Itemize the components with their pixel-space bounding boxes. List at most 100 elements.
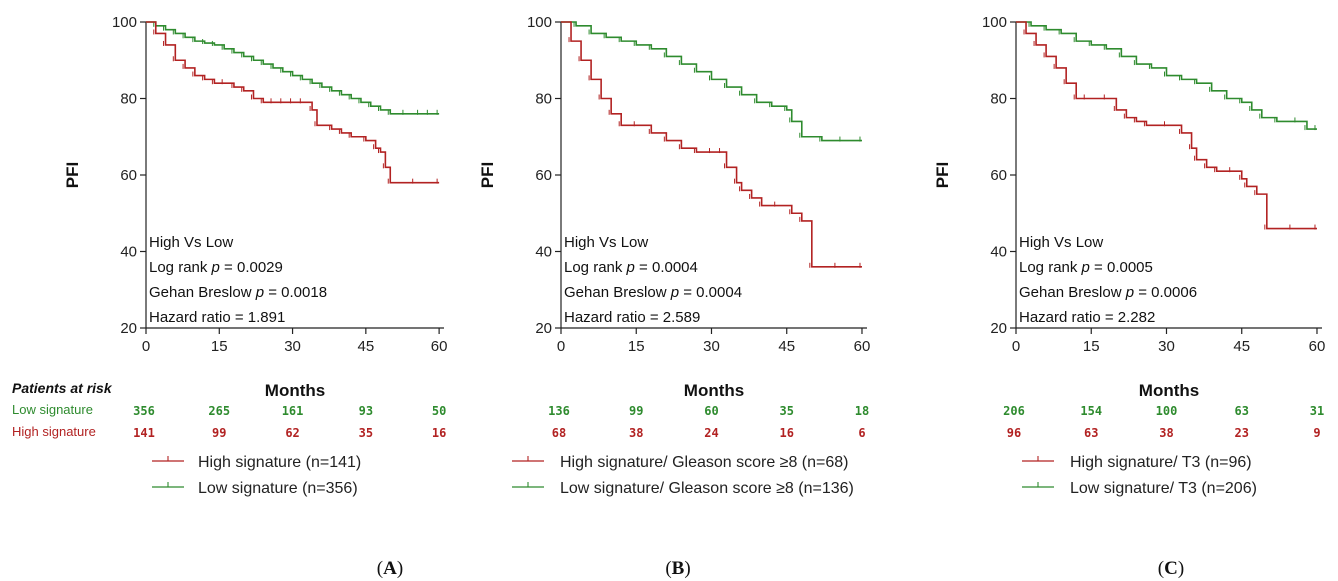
stats-line-2: Log rank p = 0.0029: [149, 259, 283, 276]
risk-value-high: 96: [1007, 426, 1021, 440]
y-tick-label: 40: [535, 244, 552, 261]
x-tick-label: 15: [211, 338, 228, 355]
curve-low: [561, 21, 862, 142]
x-tick-label: 30: [1158, 338, 1175, 355]
chart-panel-3: 20 40 60 80 100 0 15 30 45 60 PFI Months High Vs Low…: [933, 14, 1325, 579]
curve-low: [146, 21, 440, 115]
risk-value-high: 16: [432, 426, 446, 440]
y-tick-label: 60: [535, 167, 552, 184]
y-axis-title: PFI: [478, 162, 497, 188]
chart-panel-2: 20 40 60 80 100 0 15 30 45 60 PFI Months High Vs Low…: [478, 14, 870, 579]
stats-line-4: Hazard ratio = 1.891: [149, 309, 285, 326]
risk-value-low: 356: [133, 404, 155, 418]
risk-value-high: 62: [285, 426, 299, 440]
legend-entry-high: High signature/ T3 (n=96): [1070, 454, 1252, 471]
y-tick-label: 100: [527, 14, 552, 31]
risk-value-low: 206: [1003, 404, 1025, 418]
curve-high: [1016, 21, 1317, 230]
y-tick-label: 80: [990, 91, 1007, 108]
risk-value-high: 24: [704, 426, 718, 440]
panel-label: (A): [377, 558, 403, 579]
risk-value-low: 60: [704, 404, 718, 418]
stats-line-1: High Vs Low: [149, 234, 233, 251]
x-tick-label: 0: [142, 338, 150, 355]
panel-label: (C): [1158, 558, 1184, 579]
y-tick-label: 20: [990, 320, 1007, 337]
legend-entry-high: High signature/ Gleason score ≥8 (n=68): [560, 454, 849, 471]
chart-panel-1: 20 40 60 80 100 0 15 30 45 60 PFI Months High Vs Low…: [12, 14, 447, 579]
x-tick-label: 60: [431, 338, 448, 355]
risk-value-low: 161: [282, 404, 304, 418]
x-tick-label: 15: [628, 338, 645, 355]
stats-line-1: High Vs Low: [564, 234, 648, 251]
risk-value-high: 63: [1084, 426, 1098, 440]
y-tick-label: 40: [120, 244, 137, 261]
risk-value-low: 31: [1310, 404, 1324, 418]
y-tick-label: 60: [990, 167, 1007, 184]
stats-line-1: High Vs Low: [1019, 234, 1103, 251]
legend-entry-high: High signature (n=141): [198, 454, 361, 471]
x-axis-title: Months: [684, 381, 744, 400]
x-tick-label: 45: [778, 338, 795, 355]
legend-entry-low: Low signature (n=356): [198, 480, 358, 497]
y-tick-label: 100: [982, 14, 1007, 31]
stats-line-4: Hazard ratio = 2.282: [1019, 309, 1155, 326]
stats-line-2: Log rank p = 0.0005: [1019, 259, 1153, 276]
risk-value-low: 18: [855, 404, 869, 418]
risk-value-high: 38: [629, 426, 643, 440]
y-tick-label: 80: [120, 91, 137, 108]
risk-value-high: 99: [212, 426, 226, 440]
x-tick-label: 45: [1233, 338, 1250, 355]
x-axis-title: Months: [1139, 381, 1199, 400]
y-axis-title: PFI: [933, 162, 952, 188]
risk-value-low: 63: [1235, 404, 1249, 418]
risk-value-high: 35: [359, 426, 373, 440]
risk-value-low: 93: [359, 404, 373, 418]
risk-value-high: 9: [1313, 426, 1320, 440]
y-tick-label: 80: [535, 91, 552, 108]
risk-value-high: 6: [858, 426, 865, 440]
y-tick-label: 60: [120, 167, 137, 184]
curve-low: [1016, 21, 1317, 130]
stats-line-3: Gehan Breslow p = 0.0018: [149, 284, 327, 301]
panel-label: (B): [665, 558, 690, 579]
risk-label-low: Low signature: [12, 402, 93, 417]
x-tick-label: 60: [1309, 338, 1326, 355]
y-tick-label: 20: [120, 320, 137, 337]
risk-value-low: 136: [548, 404, 570, 418]
risk-value-low: 35: [780, 404, 794, 418]
risk-value-high: 23: [1235, 426, 1249, 440]
risk-value-low: 265: [208, 404, 230, 418]
x-axis-title: Months: [265, 381, 325, 400]
y-tick-label: 40: [990, 244, 1007, 261]
stats-line-3: Gehan Breslow p = 0.0004: [564, 284, 742, 301]
risk-value-low: 99: [629, 404, 643, 418]
legend-entry-low: Low signature/ Gleason score ≥8 (n=136): [560, 480, 854, 497]
y-axis-title: PFI: [63, 162, 82, 188]
risk-value-low: 154: [1080, 404, 1102, 418]
stats-line-3: Gehan Breslow p = 0.0006: [1019, 284, 1197, 301]
curve-high: [561, 21, 862, 268]
x-tick-label: 0: [1012, 338, 1020, 355]
risk-value-high: 38: [1159, 426, 1173, 440]
stats-line-4: Hazard ratio = 2.589: [564, 309, 700, 326]
x-tick-label: 30: [703, 338, 720, 355]
risk-value-low: 100: [1156, 404, 1178, 418]
risk-value-high: 68: [552, 426, 566, 440]
x-tick-label: 30: [284, 338, 301, 355]
stats-line-2: Log rank p = 0.0004: [564, 259, 698, 276]
x-tick-label: 15: [1083, 338, 1100, 355]
curve-high: [146, 21, 440, 184]
y-tick-label: 100: [112, 14, 137, 31]
legend-entry-low: Low signature/ T3 (n=206): [1070, 480, 1257, 497]
x-tick-label: 60: [854, 338, 871, 355]
risk-value-high: 141: [133, 426, 155, 440]
risk-value-high: 16: [780, 426, 794, 440]
risk-label-high: High signature: [12, 424, 96, 439]
x-tick-label: 45: [357, 338, 374, 355]
risk-table-header: Patients at risk: [12, 380, 113, 396]
y-tick-label: 20: [535, 320, 552, 337]
x-tick-label: 0: [557, 338, 565, 355]
risk-value-low: 50: [432, 404, 446, 418]
